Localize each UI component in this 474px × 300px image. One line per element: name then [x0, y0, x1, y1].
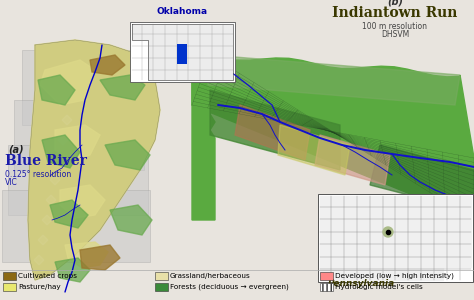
- Text: Hydrologic model's cells: Hydrologic model's cells: [335, 284, 423, 290]
- Polygon shape: [65, 242, 108, 268]
- Bar: [320, 272, 333, 280]
- Polygon shape: [38, 75, 75, 105]
- Polygon shape: [50, 200, 88, 228]
- Text: DHSVM: DHSVM: [381, 30, 409, 39]
- Text: VIC: VIC: [5, 178, 18, 187]
- Polygon shape: [34, 255, 44, 265]
- Polygon shape: [210, 90, 340, 170]
- Polygon shape: [192, 55, 474, 220]
- Polygon shape: [90, 55, 125, 75]
- Polygon shape: [42, 215, 52, 225]
- Polygon shape: [50, 175, 60, 185]
- Polygon shape: [110, 205, 152, 235]
- Polygon shape: [192, 55, 474, 220]
- Bar: [155, 283, 168, 291]
- Polygon shape: [62, 115, 72, 125]
- Text: Developed (low → high intensity): Developed (low → high intensity): [335, 273, 454, 279]
- Text: (b): (b): [387, 0, 403, 7]
- Text: Indiantown Run: Indiantown Run: [332, 6, 458, 20]
- Bar: [318, 194, 473, 282]
- Polygon shape: [54, 155, 64, 165]
- Polygon shape: [100, 75, 145, 100]
- Text: Blue River: Blue River: [5, 154, 87, 168]
- Bar: [22, 50, 140, 125]
- Bar: [3, 272, 16, 280]
- Polygon shape: [40, 60, 95, 105]
- Polygon shape: [320, 196, 471, 280]
- Text: Pasture/hay: Pasture/hay: [18, 284, 61, 290]
- Polygon shape: [315, 135, 390, 185]
- Polygon shape: [38, 235, 48, 245]
- Polygon shape: [208, 55, 460, 105]
- Bar: [2, 190, 150, 262]
- Text: Pennsylvania: Pennsylvania: [328, 279, 395, 288]
- Bar: [130, 22, 235, 82]
- Text: 100 m resolution: 100 m resolution: [363, 22, 428, 31]
- Polygon shape: [80, 245, 120, 270]
- Polygon shape: [370, 145, 474, 212]
- Bar: [177, 44, 187, 64]
- Polygon shape: [192, 55, 215, 220]
- Text: (a): (a): [8, 144, 24, 154]
- Polygon shape: [278, 125, 350, 175]
- Polygon shape: [28, 40, 160, 280]
- Bar: [320, 283, 333, 291]
- Bar: [8, 145, 148, 215]
- Polygon shape: [235, 105, 310, 160]
- Polygon shape: [30, 275, 40, 285]
- Polygon shape: [132, 24, 233, 80]
- Polygon shape: [60, 185, 105, 218]
- Bar: [14, 100, 144, 170]
- Text: Grassland/herbaceous: Grassland/herbaceous: [170, 273, 251, 279]
- Polygon shape: [55, 125, 100, 160]
- Text: Cultivated crops: Cultivated crops: [18, 273, 77, 279]
- Bar: [155, 272, 168, 280]
- Bar: [3, 283, 16, 291]
- Text: Oklahoma: Oklahoma: [156, 7, 208, 16]
- Text: 0.125° resolution: 0.125° resolution: [5, 170, 71, 179]
- Polygon shape: [46, 195, 56, 205]
- Text: Forests (deciduous → evergreen): Forests (deciduous → evergreen): [170, 284, 289, 290]
- Polygon shape: [42, 135, 80, 168]
- Circle shape: [383, 227, 393, 237]
- Polygon shape: [105, 140, 150, 170]
- Polygon shape: [55, 258, 90, 282]
- Polygon shape: [58, 135, 68, 145]
